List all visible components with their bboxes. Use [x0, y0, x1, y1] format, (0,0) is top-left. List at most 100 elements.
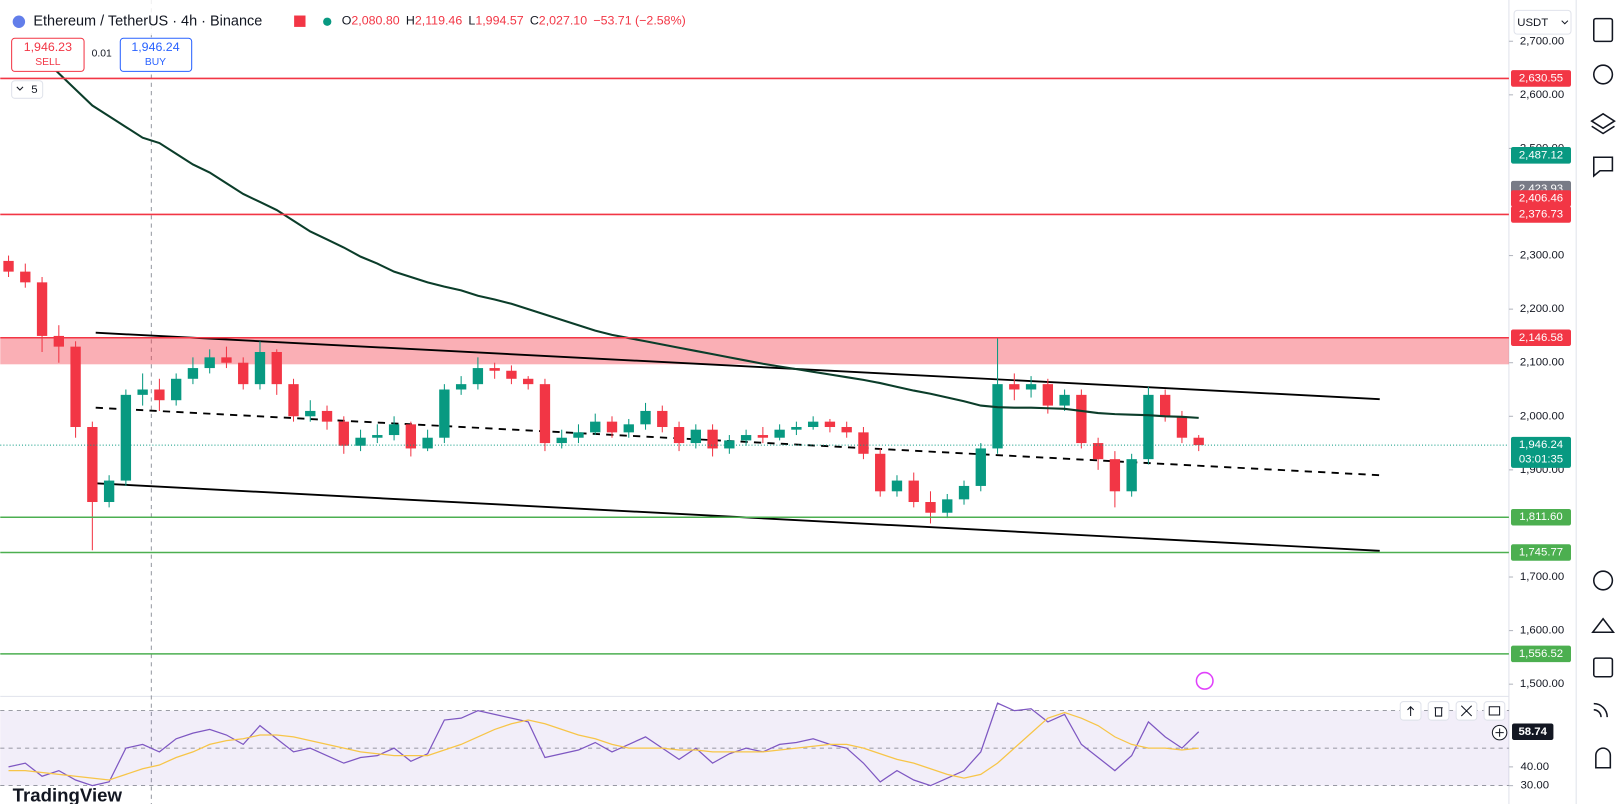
gauge-icon[interactable] [1592, 570, 1614, 591]
candle-body [70, 346, 81, 428]
candle-body [1042, 384, 1054, 406]
y-tick-label: 2,100.00 [1520, 357, 1564, 369]
candle-body [724, 440, 735, 449]
ohlc-values: O2,080.80 H2,119.46 L1,994.57 C2,027.10 −53.… [342, 14, 686, 28]
y-tick-label: 1,700.00 [1520, 571, 1564, 583]
candle-body [556, 437, 567, 444]
level-tag [1510, 544, 1572, 561]
rsi-line [8, 702, 1200, 787]
alerts-icon[interactable] [1592, 64, 1614, 85]
indicators-count[interactable]: 5 [31, 84, 37, 96]
candle-body [338, 421, 349, 446]
candle-body [489, 368, 500, 371]
candle-body [254, 351, 266, 385]
candle-body [858, 432, 869, 454]
candle-body [1126, 459, 1137, 492]
symbol-icon[interactable] [12, 15, 26, 28]
chat-icon[interactable] [1592, 156, 1614, 178]
symbol[interactable]: Ethereum / TetherUS · 4h · Binance [33, 14, 262, 30]
candle-body [958, 485, 970, 500]
buy-price[interactable]: 1,946.24 [131, 40, 179, 54]
candle-body [405, 424, 417, 449]
candle-body [321, 410, 333, 422]
candle-body [573, 432, 584, 438]
candle-body [1193, 437, 1204, 446]
ohlc-value: 2,080.80 [351, 14, 399, 28]
currency[interactable]: USDT [1517, 17, 1548, 29]
candle-body [539, 384, 551, 444]
y-tick-label: 2,700.00 [1520, 35, 1564, 47]
pane-controls [1399, 701, 1508, 741]
layers-icon[interactable] [1590, 112, 1616, 135]
candle-body [53, 335, 64, 347]
flag-icon[interactable] [294, 15, 306, 27]
maximize[interactable] [1483, 701, 1506, 721]
candle-body [1059, 394, 1070, 406]
candle-body [757, 435, 769, 438]
candle-body [472, 368, 484, 385]
stream-icon[interactable] [1593, 702, 1608, 718]
level-tag [1510, 645, 1572, 663]
level-label: 1,556.52 [1519, 648, 1563, 660]
lightning-icon[interactable] [1195, 671, 1214, 690]
y-tick-label: 2,300.00 [1520, 250, 1564, 262]
market-status [323, 17, 332, 26]
candle-body [137, 389, 148, 395]
ohlc-value: 2,027.10 [539, 14, 587, 28]
candle-body [1143, 394, 1154, 460]
candle-body [1109, 459, 1121, 492]
candle-body [154, 389, 165, 401]
y-tick-label: 2,600.00 [1520, 89, 1564, 101]
candle-body [288, 384, 299, 417]
candle-body [305, 410, 316, 417]
candle-body [875, 453, 886, 492]
buy-label[interactable]: BUY [145, 57, 166, 68]
countdown: 03:01:35 [1519, 454, 1563, 466]
header-bg [0, 0, 725, 36]
delete[interactable] [1427, 701, 1450, 721]
sell-label[interactable]: SELL [35, 57, 61, 68]
y-tick-label: 2,000.00 [1520, 410, 1564, 422]
sell-price[interactable]: 1,946.23 [24, 40, 72, 54]
candle-body [606, 421, 618, 433]
candle-body [992, 384, 1003, 449]
rsi-tag [1512, 723, 1554, 741]
candle-body [707, 429, 718, 449]
sell-button[interactable] [11, 37, 85, 72]
candle-body [455, 384, 467, 390]
rsi-line [8, 711, 1199, 781]
candle-body [36, 282, 48, 336]
candle-body [925, 502, 936, 513]
candle-body [506, 370, 517, 379]
ohlc-key: C [530, 14, 539, 28]
ideas-icon[interactable] [1591, 617, 1616, 634]
notifications-icon[interactable] [1595, 747, 1612, 769]
candle-body [690, 429, 701, 444]
candle-body [238, 362, 249, 385]
trendline [95, 331, 1380, 401]
candle-body [523, 378, 534, 385]
candle-body [271, 351, 282, 385]
buy-button[interactable] [119, 37, 193, 72]
candle-body [1176, 416, 1188, 438]
resistance-zone [0, 337, 1509, 365]
candle-body [187, 368, 199, 379]
brand: TradingView [13, 785, 123, 804]
candle-body [673, 427, 685, 444]
last-price-label: 1,946.24 [1519, 439, 1563, 451]
candle-body [824, 421, 836, 428]
candle-body [355, 437, 366, 446]
candle-body [1092, 443, 1104, 460]
candle-body [657, 410, 668, 428]
currency-select[interactable] [1513, 9, 1572, 35]
calendar-icon[interactable] [1592, 657, 1614, 678]
candle-body [942, 499, 953, 513]
indicators-toggle[interactable] [11, 80, 44, 99]
right-toolbar [1590, 17, 1616, 769]
watchlist-icon[interactable] [1592, 17, 1614, 43]
candle-body [221, 357, 232, 363]
spread: 0.01 [92, 49, 112, 60]
candle-body [120, 394, 132, 481]
candle-body [774, 429, 785, 438]
